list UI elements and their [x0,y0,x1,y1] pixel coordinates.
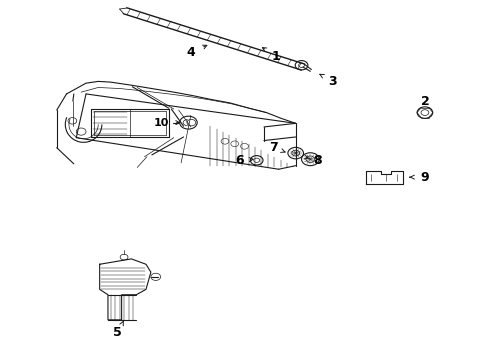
Text: 4: 4 [186,46,195,59]
Text: 1: 1 [271,50,280,63]
Text: 3: 3 [327,75,336,88]
Text: 2: 2 [420,95,428,108]
Text: 6: 6 [235,154,244,167]
Text: 5: 5 [113,326,122,339]
Text: 8: 8 [313,154,321,167]
Text: 9: 9 [420,171,428,184]
Text: 7: 7 [269,141,278,154]
Text: 10: 10 [154,118,169,128]
